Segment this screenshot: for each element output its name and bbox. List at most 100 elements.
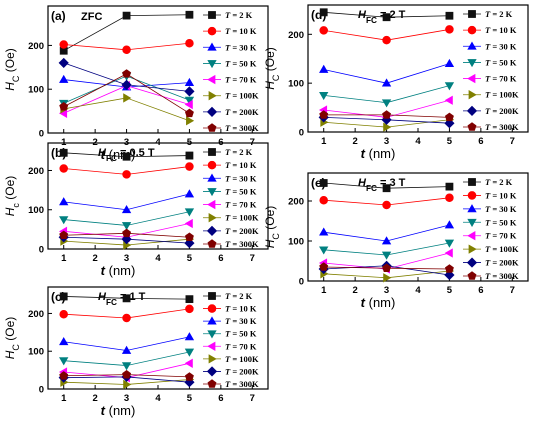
- legend-entry: T = 70 K: [203, 75, 257, 85]
- data-point: [382, 200, 391, 210]
- y-axis-label: HC (Oe): [263, 47, 281, 90]
- x-tick-label: 4: [415, 285, 421, 296]
- legend-label: T = 70 K: [225, 75, 257, 85]
- legend-label: T = 70 K: [225, 341, 257, 351]
- legend-entry: T = 50 K: [203, 58, 257, 68]
- legend-entry: T = 70 K: [463, 74, 517, 84]
- legend-label: T = 10 K: [485, 190, 517, 200]
- legend-entry: T = 2 K: [203, 147, 253, 157]
- data-point: [185, 10, 194, 19]
- data-point: [184, 358, 193, 368]
- data-point: [319, 262, 329, 271]
- legend-marker: [466, 257, 478, 268]
- data-point: [444, 220, 455, 229]
- legend-entry: T = 2 K: [463, 9, 513, 19]
- legend-entry: T = 200K: [203, 106, 259, 117]
- panel-tag: (a): [51, 9, 66, 23]
- data-point: [381, 251, 392, 260]
- legend-marker: [206, 366, 218, 377]
- x-tick-label: 6: [478, 136, 483, 147]
- data-point: [59, 292, 68, 301]
- data-point: [59, 216, 69, 225]
- data-point: [122, 170, 131, 179]
- x-tick-label: 7: [250, 253, 255, 264]
- data-point: [185, 295, 194, 303]
- legend-entry: T = 10 K: [203, 26, 257, 36]
- legend-label: T = 50 K: [485, 217, 517, 227]
- legend-label: T = 50 K: [225, 186, 257, 196]
- legend-marker: [467, 231, 476, 241]
- legend-label: T = 300K: [225, 123, 259, 133]
- legend-marker: [207, 26, 217, 36]
- data-point: [121, 79, 132, 90]
- legend-label: T = 100K: [225, 91, 259, 101]
- data-point: [122, 69, 132, 78]
- data-point: [121, 222, 132, 231]
- legend-entry: T = 200K: [203, 366, 259, 377]
- data-point: [444, 82, 455, 91]
- data-point: [184, 77, 195, 86]
- data-point: [123, 379, 132, 390]
- data-point: [382, 13, 391, 22]
- data-point: [184, 348, 195, 357]
- x-tick-label: 6: [478, 285, 483, 296]
- y-tick-label: 0: [39, 385, 44, 396]
- legend-entry: T = 300K: [463, 122, 519, 132]
- x-tick-label: 4: [155, 253, 161, 264]
- legend-marker: [207, 74, 216, 85]
- data-point: [184, 232, 194, 242]
- data-point: [444, 58, 455, 67]
- data-point: [381, 99, 392, 108]
- data-point: [319, 8, 328, 17]
- legend-entry: T = 300K: [203, 123, 259, 133]
- data-point: [319, 26, 328, 35]
- legend-marker: [468, 10, 476, 18]
- data-point: [185, 162, 194, 171]
- data-point: [184, 86, 195, 97]
- data-point: [184, 208, 195, 217]
- y-axis-label: HC (Oe): [3, 48, 21, 91]
- data-point: [444, 239, 455, 248]
- x-tick-label: 2: [92, 393, 97, 404]
- data-point: [319, 246, 329, 255]
- x-tick-label: 4: [155, 393, 161, 404]
- y-axis-label: HC (Oe): [263, 206, 281, 249]
- data-point: [382, 35, 391, 45]
- data-point: [444, 248, 453, 258]
- data-point: [184, 108, 194, 118]
- data-point: [381, 236, 392, 245]
- data-point: [381, 78, 392, 87]
- legend-entry: T = 30 K: [203, 316, 257, 326]
- legend-entry: T = 100K: [203, 91, 259, 101]
- y-tick-label: 200: [28, 309, 44, 320]
- data-point: [123, 93, 132, 103]
- data-point: [184, 189, 195, 198]
- legend-label: T = 100K: [485, 244, 519, 254]
- legend-marker: [467, 73, 476, 84]
- data-point: [122, 228, 132, 238]
- data-point: [59, 197, 69, 206]
- legend-label: T = 2 K: [485, 177, 513, 187]
- legend-label: T = 100K: [225, 354, 259, 364]
- legend-entry: T = 2 K: [203, 291, 253, 301]
- data-point: [185, 151, 194, 160]
- legend-label: T = 200K: [225, 366, 259, 376]
- y-tick-label: 100: [28, 205, 44, 216]
- legend-marker: [467, 59, 477, 68]
- data-point: [122, 294, 131, 303]
- legend-label: T = 30 K: [225, 42, 257, 52]
- data-point: [121, 362, 132, 371]
- x-axis-label: t (nm): [101, 403, 136, 418]
- legend-marker: [208, 91, 217, 101]
- legend-entry: T = 100K: [203, 354, 259, 364]
- data-point: [122, 11, 131, 20]
- legend-label: T = 10 K: [225, 160, 257, 170]
- legend-entry: T = 70 K: [203, 341, 257, 351]
- legend-marker: [206, 106, 218, 117]
- legend-label: T = 300K: [485, 271, 519, 281]
- legend-entry: T = 30 K: [463, 41, 517, 51]
- legend-entry: T = 2 K: [463, 177, 513, 187]
- x-tick-label: 3: [384, 285, 389, 296]
